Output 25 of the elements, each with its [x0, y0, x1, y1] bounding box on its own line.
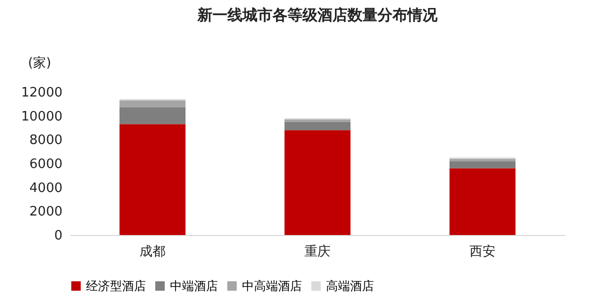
bar	[120, 100, 186, 108]
x-tick-label: 西安	[470, 244, 496, 260]
y-tick-label: 2000	[29, 204, 62, 220]
bar	[120, 107, 186, 124]
y-tick-label: 0	[54, 228, 62, 244]
legend-label: 高端酒店	[326, 279, 374, 293]
bar	[120, 124, 186, 235]
x-tick-label: 成都	[140, 244, 166, 260]
bar	[284, 122, 350, 130]
y-tick-label: 8000	[29, 133, 62, 148]
chart-title: 新一线城市各等级酒店数量分布情况	[196, 6, 438, 24]
y-tick-label: 4000	[29, 180, 62, 196]
legend-label: 中高端酒店	[242, 279, 302, 293]
y-tick-label: 12000	[21, 86, 62, 100]
legend-label: 经济型酒店	[86, 279, 146, 293]
bar	[284, 130, 350, 235]
y-tick-label: 10000	[21, 109, 62, 124]
y-axis-title: (家)	[28, 55, 52, 71]
y-tick-label: 6000	[29, 157, 62, 172]
bar	[450, 158, 516, 162]
x-tick-label: 重庆	[304, 244, 330, 260]
bar	[284, 119, 350, 122]
legend-label: 中端酒店	[170, 279, 218, 293]
bar	[450, 161, 516, 168]
bar	[450, 168, 516, 235]
